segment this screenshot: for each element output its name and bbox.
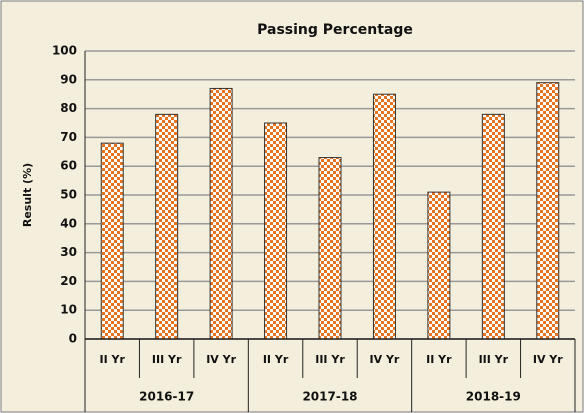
y-tick-label: 80	[60, 101, 77, 115]
y-tick-label: 10	[60, 303, 77, 317]
bar	[318, 157, 342, 340]
y-tick-label: 20	[60, 274, 77, 288]
bar	[155, 113, 179, 340]
y-tick-label: 100	[52, 44, 77, 58]
y-tick-label: 60	[60, 159, 77, 173]
x-tick-label: III Yr	[152, 353, 182, 366]
y-tick-label: 0	[69, 332, 77, 346]
y-axis-label: Result (%)	[21, 163, 34, 227]
group-label: 2017-18	[302, 390, 357, 404]
bar	[427, 191, 451, 340]
group-label: 2016-17	[139, 390, 194, 404]
bar	[481, 113, 505, 340]
x-tick-label: IV Yr	[206, 353, 236, 366]
group-label: 2018-19	[466, 390, 521, 404]
chart-title: Passing Percentage	[257, 22, 413, 38]
x-tick-label: III Yr	[479, 353, 509, 366]
y-tick-label: 70	[60, 130, 77, 144]
x-tick-label: II Yr	[426, 353, 452, 366]
x-tick-label: IV Yr	[370, 353, 400, 366]
bar	[536, 82, 560, 340]
bar	[209, 87, 233, 340]
x-tick-label: III Yr	[315, 353, 345, 366]
bar	[372, 93, 396, 340]
x-tick-label: IV Yr	[533, 353, 563, 366]
y-tick-label: 50	[60, 188, 77, 202]
bar	[100, 142, 124, 340]
bar	[264, 122, 288, 340]
y-tick-label: 40	[60, 216, 77, 230]
y-tick-label: 30	[60, 245, 77, 259]
x-tick-label: II Yr	[263, 353, 289, 366]
x-tick-label: II Yr	[100, 353, 126, 366]
y-tick-label: 90	[60, 72, 77, 86]
